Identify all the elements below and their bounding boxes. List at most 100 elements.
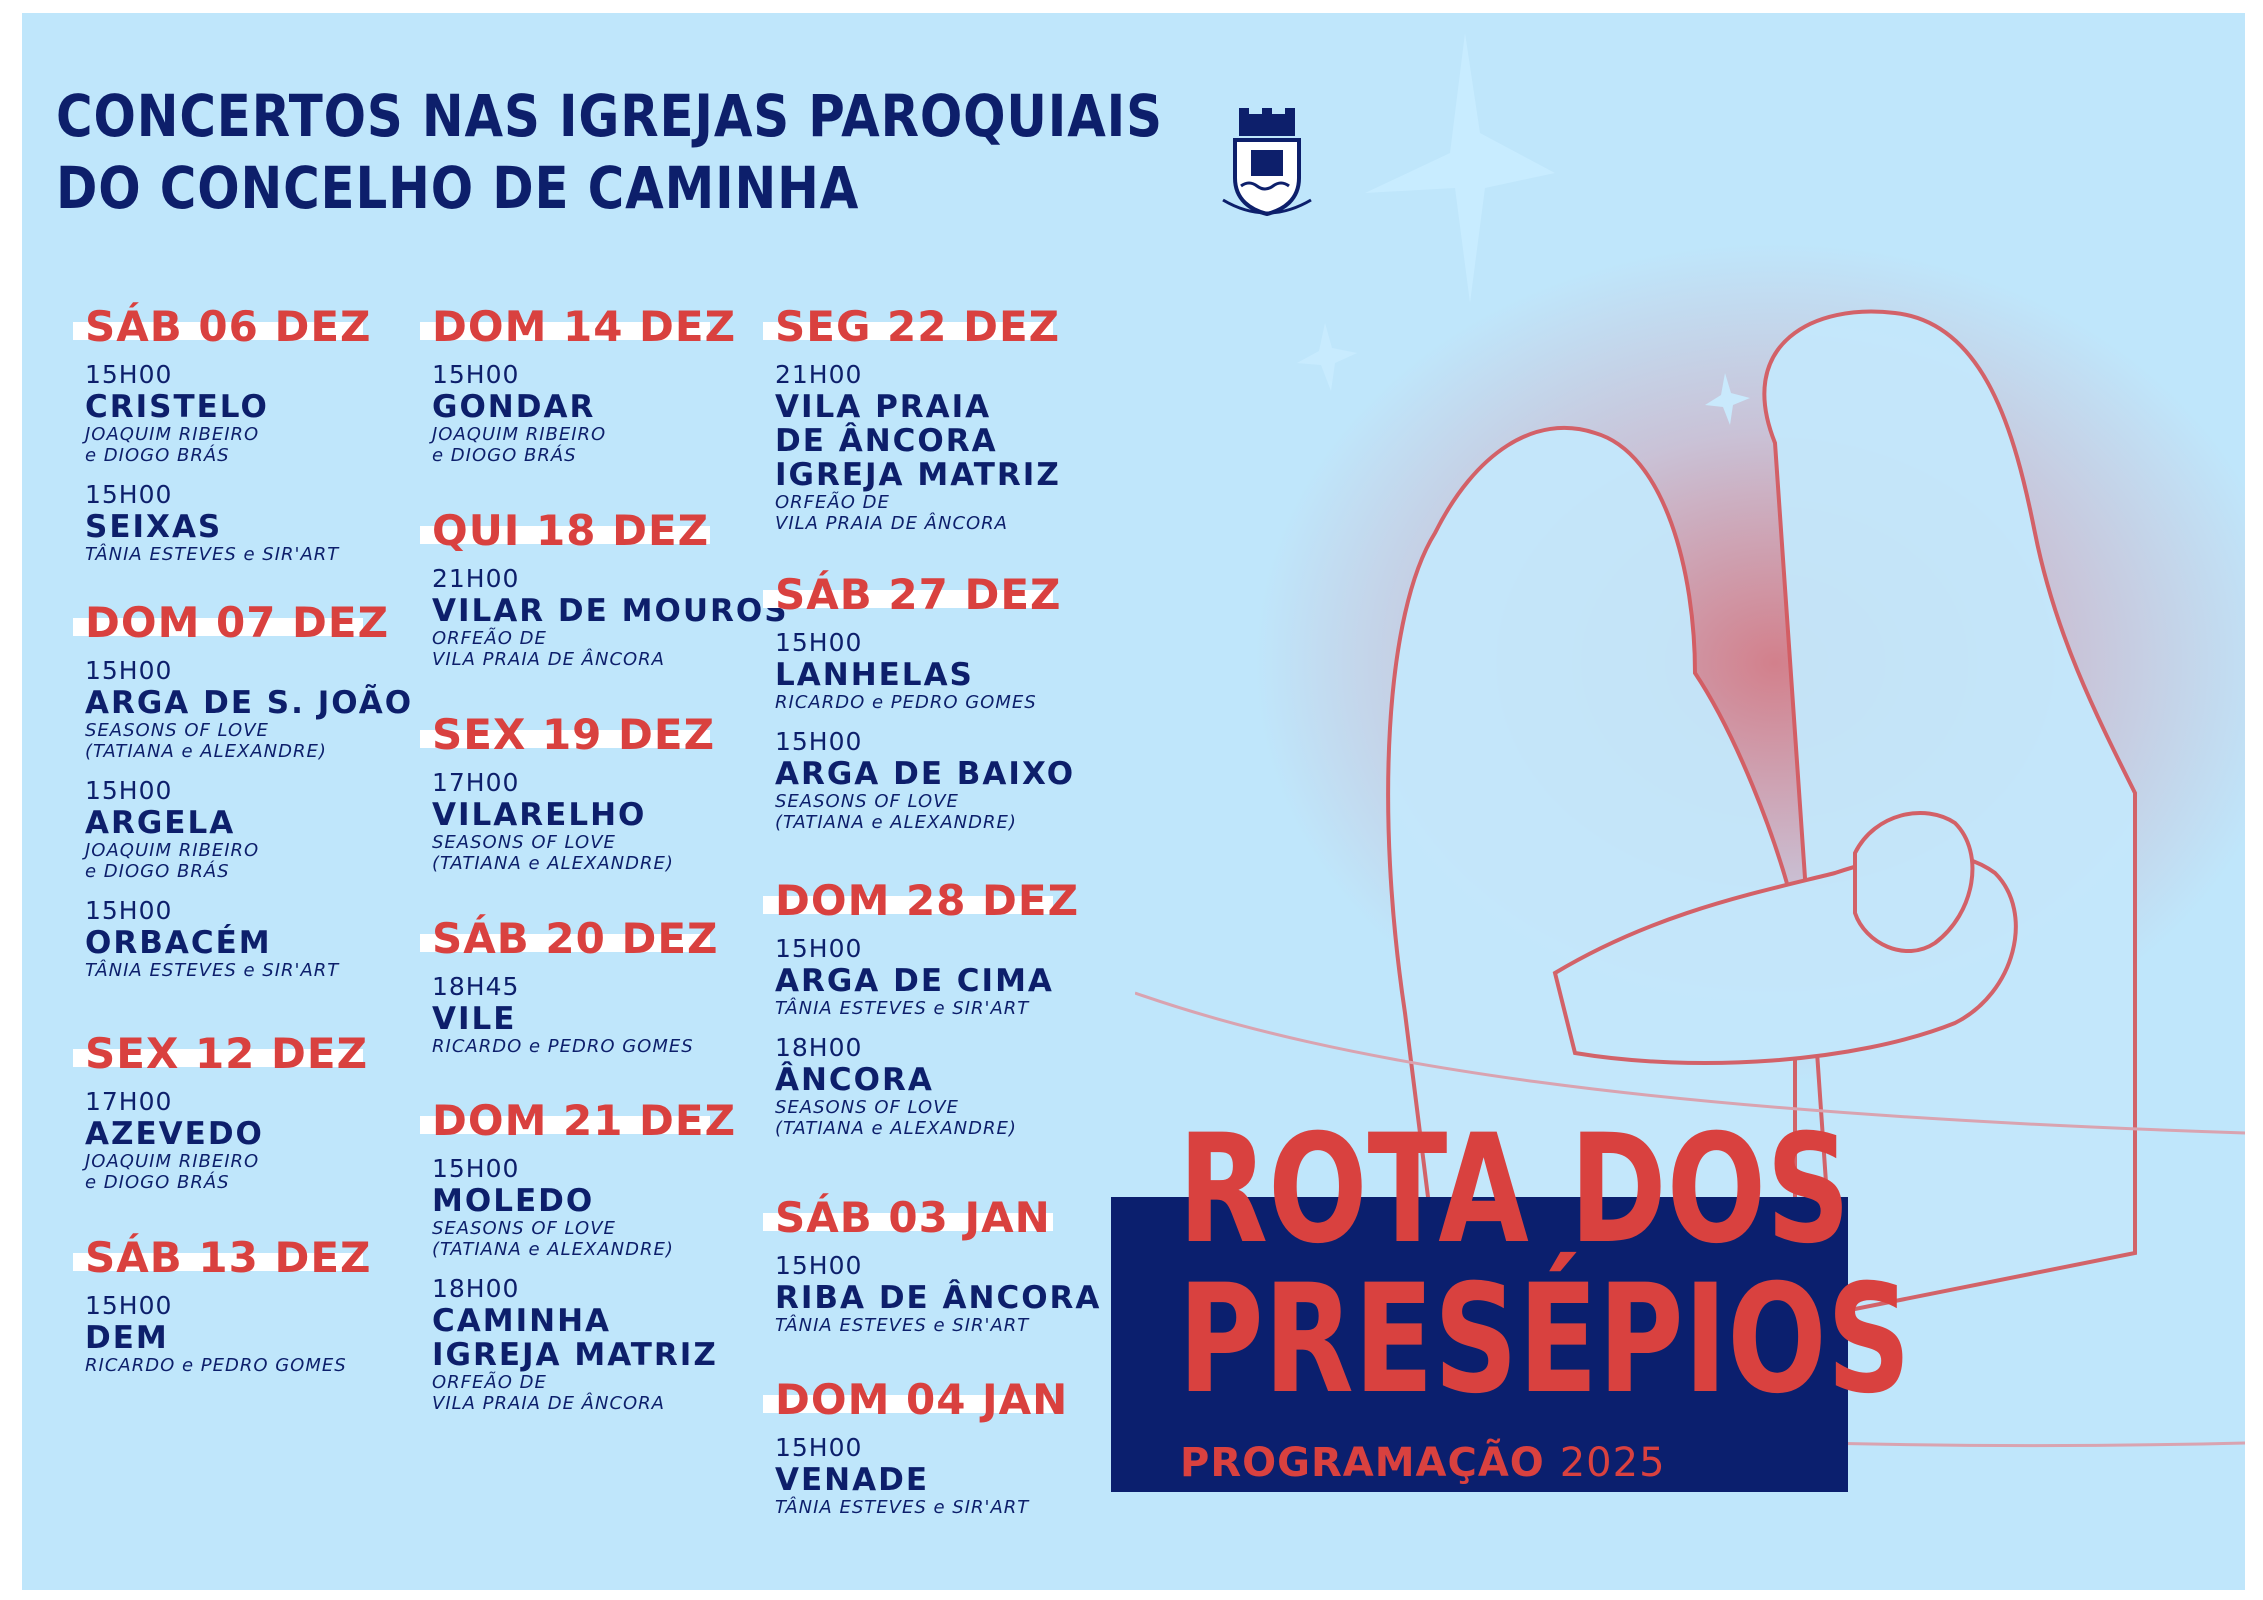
concert-venue: DEM xyxy=(85,1320,169,1356)
day-header: SÁB 03 JAN xyxy=(763,1191,1075,1245)
concert-venue: IGREJA MATRIZ xyxy=(432,1337,718,1373)
day-block: SEG 22 DEZ 21H00 VILA PRAIA DE ÂNCORA IGREJA… xyxy=(763,300,1075,548)
concert-venue: ORBACÉM xyxy=(85,925,272,961)
day-block: DOM 28 DEZ 15H00 ARGA DE CIMA TÂNIA ESTEVES… xyxy=(763,874,1078,1153)
concert-entry: 15H00 ARGA DE BAIXO SEASONS OF LOVE (TATIAN… xyxy=(775,727,1075,833)
day-header: DOM 14 DEZ xyxy=(420,300,735,354)
concert-time: 15H00 xyxy=(85,480,173,509)
concert-performers: SEASONS OF LOVE xyxy=(775,1097,959,1118)
concert-time: 17H00 xyxy=(85,1087,173,1116)
concert-performers: (TATIANA e ALEXANDRE) xyxy=(775,1118,1017,1139)
day-block: SÁB 06 DEZ 15H00 CRISTELO JOAQUIM RIBEIRO e … xyxy=(73,300,385,579)
day-date: SEG 22 DEZ xyxy=(775,302,1061,351)
concert-venue: MOLEDO xyxy=(432,1183,595,1219)
concert-entry: 15H00 RIBA DE ÂNCORA TÂNIA ESTEVES e SIR'A… xyxy=(775,1251,1102,1336)
day-block: QUI 18 DEZ 21H00 VILAR DE MOUROS ORFEÃO DE V… xyxy=(420,504,787,684)
day-header: SEX 19 DEZ xyxy=(420,708,732,762)
star-icon xyxy=(1365,33,1555,303)
concert-time: 21H00 xyxy=(775,360,863,389)
day-date: QUI 18 DEZ xyxy=(432,506,710,555)
header-strip xyxy=(763,896,1053,914)
hero-title-line-2: PRESÉPIOS xyxy=(1178,1253,1911,1427)
poster xyxy=(22,13,2245,1590)
header-strip xyxy=(73,618,363,636)
concert-entry: 15H00 ARGA DE CIMA TÂNIA ESTEVES e SIR'ART xyxy=(775,934,1075,1019)
title-line-1: CONCERTOS NAS IGREJAS PAROQUIAIS xyxy=(56,82,1163,150)
concert-time: 15H00 xyxy=(85,1291,173,1320)
concert-entry: 15H00 VENADE TÂNIA ESTEVES e SIR'ART xyxy=(775,1433,1075,1518)
concert-time: 15H00 xyxy=(85,360,173,389)
concert-entry: 17H00 VILARELHO SEASONS OF LOVE (TATIANA e … xyxy=(432,768,732,874)
concert-performers: JOAQUIM RIBEIRO xyxy=(85,840,260,861)
concert-performers: ORFEÃO DE xyxy=(775,492,890,513)
day-block: DOM 21 DEZ 15H00 MOLEDO SEASONS OF LOVE (TAT… xyxy=(420,1094,735,1428)
concert-performers: VILA PRAIA DE ÂNCORA xyxy=(432,1393,665,1414)
header-strip xyxy=(420,526,710,544)
day-block: SÁB 03 JAN 15H00 RIBA DE ÂNCORA TÂNIA ESTEV… xyxy=(763,1191,1102,1350)
concert-performers: SEASONS OF LOVE xyxy=(432,832,616,853)
concert-performers: JOAQUIM RIBEIRO xyxy=(85,1151,260,1172)
program-year: 2025 xyxy=(1559,1440,1666,1486)
concert-performers: TÂNIA ESTEVES e SIR'ART xyxy=(775,1315,1030,1336)
nativity-line-art-icon xyxy=(1135,33,2245,1448)
day-header: DOM 07 DEZ xyxy=(73,596,388,650)
hero-title: ROTA DOS PRESÉPIOS xyxy=(1178,1115,1911,1415)
concert-venue: RIBA DE ÂNCORA xyxy=(775,1280,1102,1316)
day-block: SÁB 27 DEZ 15H00 LANHELAS RICARDO e PEDRO G… xyxy=(763,568,1075,847)
concert-entry: 18H00 CAMINHA IGREJA MATRIZ ORFEÃO DE VILA P… xyxy=(432,1274,732,1414)
concert-entry: 15H00 DEM RICARDO e PEDRO GOMES xyxy=(85,1291,385,1376)
caminha-coat-of-arms-logo xyxy=(1217,108,1317,226)
header-strip xyxy=(73,1049,363,1067)
concert-performers: RICARDO e PEDRO GOMES xyxy=(775,692,1037,713)
concert-performers: e DIOGO BRÁS xyxy=(85,1172,230,1193)
day-date: SÁB 13 DEZ xyxy=(85,1233,372,1282)
header-strip xyxy=(763,1395,1053,1413)
concert-venue: ARGA DE BAIXO xyxy=(775,756,1076,792)
day-header: SÁB 06 DEZ xyxy=(73,300,385,354)
concert-entry: 18H00 ÂNCORA SEASONS OF LOVE (TATIANA e ALE… xyxy=(775,1033,1075,1139)
day-block: DOM 04 JAN 15H00 VENADE TÂNIA ESTEVES e SIR… xyxy=(763,1373,1075,1532)
concert-time: 18H00 xyxy=(432,1274,520,1303)
day-block: SÁB 13 DEZ 15H00 DEM RICARDO e PEDRO GOMES xyxy=(73,1231,385,1390)
concert-entry: 15H00 MOLEDO SEASONS OF LOVE (TATIANA e ALE… xyxy=(432,1154,732,1260)
concert-time: 17H00 xyxy=(432,768,520,797)
header-strip xyxy=(420,1116,710,1134)
day-date: SÁB 20 DEZ xyxy=(432,914,719,963)
hero-title-box xyxy=(1111,1197,1848,1492)
header-strip xyxy=(73,1253,363,1271)
concert-venue: DE ÂNCORA xyxy=(775,423,998,459)
concert-venue: ÂNCORA xyxy=(775,1062,934,1098)
day-date: SÁB 06 DEZ xyxy=(85,302,372,351)
concert-performers: TÂNIA ESTEVES e SIR'ART xyxy=(775,998,1030,1019)
day-date: DOM 28 DEZ xyxy=(775,876,1080,925)
concert-performers: RICARDO e PEDRO GOMES xyxy=(432,1036,694,1057)
day-header: SEX 12 DEZ xyxy=(73,1027,385,1081)
concert-performers: (TATIANA e ALEXANDRE) xyxy=(432,1239,674,1260)
day-block: DOM 07 DEZ 15H00 ARGA DE S. JOÃO SEASONS OF… xyxy=(73,596,411,995)
concert-venue: IGREJA MATRIZ xyxy=(775,457,1061,493)
concert-performers: e DIOGO BRÁS xyxy=(85,861,230,882)
concert-performers: ORFEÃO DE xyxy=(432,1372,547,1393)
concert-performers: JOAQUIM RIBEIRO xyxy=(85,424,260,445)
day-block: SEX 19 DEZ 17H00 VILARELHO SEASONS OF LOVE(… xyxy=(420,708,732,888)
star-icon xyxy=(1705,373,1750,425)
header-strip xyxy=(420,322,710,340)
day-date: DOM 07 DEZ xyxy=(85,598,390,647)
concert-entry: 15H00 ARGELA JOAQUIM RIBEIRO e DIOGO BRÁS xyxy=(85,776,385,882)
concert-venue: GONDAR xyxy=(432,389,596,425)
concert-performers: (TATIANA e ALEXANDRE) xyxy=(432,853,674,874)
concert-venue: VILA PRAIA xyxy=(775,389,992,425)
concert-venue: VILE xyxy=(432,1001,517,1037)
header-strip xyxy=(420,934,710,952)
title-line-2: DO CONCELHO DE CAMINHA xyxy=(56,154,860,222)
day-header: DOM 28 DEZ xyxy=(763,874,1078,928)
concert-performers: TÂNIA ESTEVES e SIR'ART xyxy=(775,1497,1030,1518)
day-date: DOM 04 JAN xyxy=(775,1375,1069,1424)
concert-performers: TÂNIA ESTEVES e SIR'ART xyxy=(85,960,340,981)
header-strip xyxy=(763,322,1053,340)
concert-performers: e DIOGO BRÁS xyxy=(432,445,577,466)
concert-performers: VILA PRAIA DE ÂNCORA xyxy=(775,513,1008,534)
concert-performers: RICARDO e PEDRO GOMES xyxy=(85,1355,347,1376)
day-date: SÁB 27 DEZ xyxy=(775,570,1062,619)
concert-performers: VILA PRAIA DE ÂNCORA xyxy=(432,649,665,670)
